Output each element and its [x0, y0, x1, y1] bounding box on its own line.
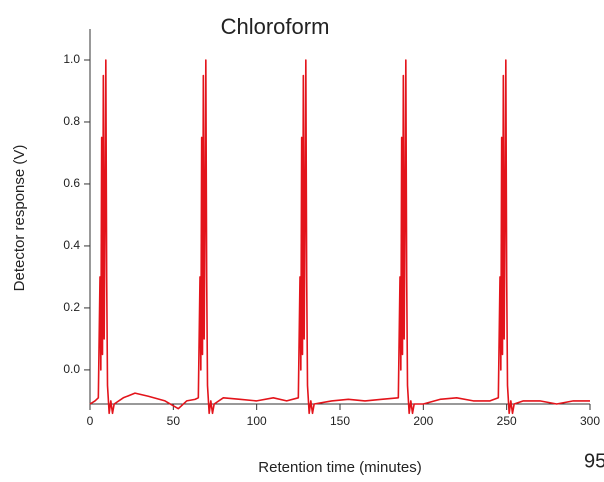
y-tick-label: 0.2: [63, 300, 80, 314]
y-tick-label: 0.0: [63, 362, 80, 376]
x-tick-label: 100: [247, 414, 267, 428]
chart-title: Chloroform: [221, 14, 330, 39]
y-tick-label: 1.0: [63, 52, 80, 66]
y-tick-label: 0.8: [63, 114, 80, 128]
y-axis-label: Detector response (V): [11, 145, 28, 292]
x-tick-label: 300: [580, 414, 600, 428]
x-tick-label: 200: [413, 414, 433, 428]
x-tick-label: 0: [87, 414, 94, 428]
annotation: 95: [584, 450, 604, 472]
y-tick-label: 0.6: [63, 176, 80, 190]
x-tick-label: 150: [330, 414, 350, 428]
x-tick-label: 250: [497, 414, 517, 428]
x-axis-label: Retention time (minutes): [258, 459, 421, 476]
data-line: [89, 59, 590, 415]
y-tick-label: 0.4: [63, 238, 80, 252]
x-tick-label: 50: [167, 414, 181, 428]
